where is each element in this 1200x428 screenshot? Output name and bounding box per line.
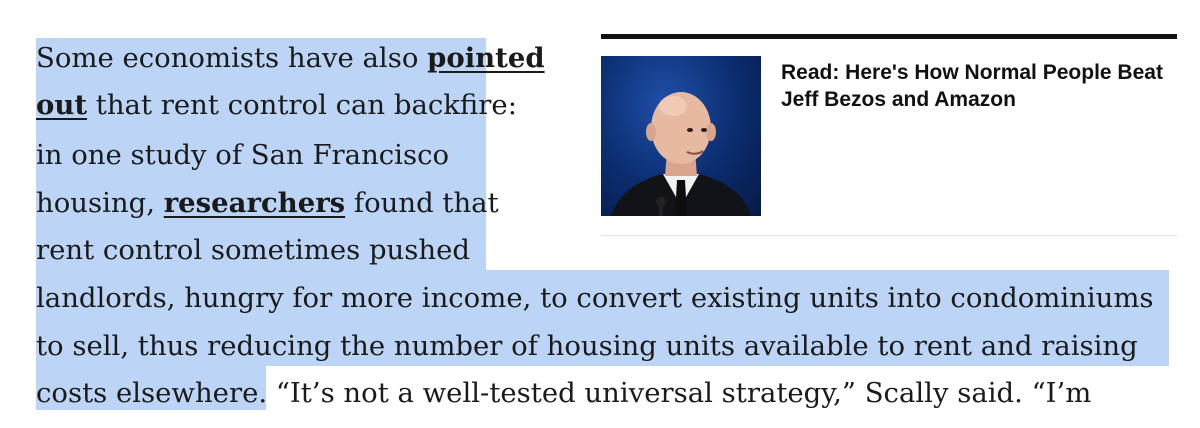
paragraph-line: out that rent control can backfire:: [36, 82, 517, 128]
paragraph-text: in one study of San Francisco: [36, 139, 450, 171]
paragraph-text: to sell, thus reducing the number of hou…: [36, 330, 1138, 362]
paragraph-line: landlords, hungry for more income, to co…: [36, 275, 1154, 321]
paragraph-text: housing,: [36, 187, 164, 219]
paragraph-text: rent control sometimes pushed: [36, 234, 470, 266]
promo-thumbnail[interactable]: [601, 56, 761, 216]
paragraph-text: Some economists have also: [36, 42, 428, 74]
pointed-out-link[interactable]: pointed: [427, 42, 545, 74]
paragraph-text: landlords, hungry for more income, to co…: [36, 282, 1154, 314]
paragraph-text: found that: [345, 187, 499, 219]
promo-bottom-divider: [601, 235, 1177, 236]
promo-top-rule: [601, 34, 1177, 39]
paragraph-text: that rent control can backfire:: [87, 89, 517, 121]
paragraph-line: Some economists have also pointed: [36, 35, 545, 81]
paragraph-line: to sell, thus reducing the number of hou…: [36, 323, 1138, 369]
promo-headline-link[interactable]: Read: Here's How Normal People Beat Jeff…: [781, 61, 1163, 111]
related-article-promo: Read: Here's How Normal People Beat Jeff…: [601, 34, 1177, 238]
selection-highlight: [36, 270, 1169, 366]
paragraph-line: housing, researchers found that: [36, 180, 499, 226]
paragraph-text: “It’s not a well-tested universal strate…: [267, 377, 1092, 409]
paragraph-text: costs elsewhere.: [36, 377, 268, 409]
paragraph-line: in one study of San Francisco: [36, 132, 449, 178]
researchers-link[interactable]: researchers: [163, 187, 346, 219]
person-portrait-icon: [611, 92, 751, 216]
pointed-out-link[interactable]: out: [36, 89, 88, 121]
selection-highlight: [36, 366, 266, 410]
selection-highlight: [36, 38, 486, 270]
paragraph-line: costs elsewhere. “It’s not a well-tested…: [36, 370, 1091, 416]
paragraph-line: rent control sometimes pushed: [36, 227, 470, 273]
